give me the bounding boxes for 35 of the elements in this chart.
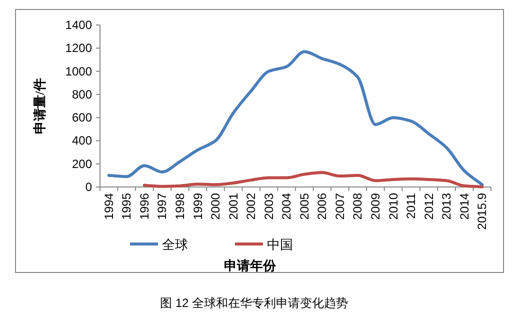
y-tick-label: 1000: [65, 64, 92, 78]
x-tick-label: 2015.9: [475, 192, 490, 230]
y-tick-label: 200: [72, 156, 92, 171]
x-tick-label: 2005: [297, 192, 312, 220]
y-tick-label: 600: [72, 110, 92, 125]
legend-label: 全球: [162, 237, 188, 252]
x-tick-label: 2012: [422, 192, 436, 220]
x-tick-label: 2006: [315, 192, 330, 220]
x-tick-label: 1995: [120, 192, 134, 220]
x-tick-label: 1998: [172, 192, 187, 220]
x-tick-label: 2004: [280, 192, 294, 220]
x-tick-label: 1999: [190, 192, 205, 220]
y-axis-title: 申请量/件: [32, 78, 47, 134]
x-tick-label: 2000: [208, 192, 223, 220]
y-tick-label: 400: [72, 134, 92, 148]
x-tick-label: 1994: [102, 192, 116, 220]
x-tick-label: 2007: [332, 192, 347, 220]
x-tick-label: 2002: [244, 192, 258, 220]
legend-label: 中国: [267, 237, 293, 252]
x-tick-label: 2003: [262, 192, 276, 220]
x-tick-label: 2013: [440, 192, 454, 220]
y-tick-label: 800: [72, 87, 92, 102]
x-tick-label: 2001: [226, 192, 240, 220]
x-tick-label: 1996: [137, 192, 152, 220]
x-tick-label: 2011: [404, 192, 418, 219]
x-tick-label: 2010: [386, 192, 400, 220]
y-tick-label: 0: [85, 180, 92, 194]
text: 图 12 全球和在华专利申请变化趋势: [160, 296, 348, 310]
x-tick-label: 2014: [457, 192, 472, 220]
y-tick-label: 1200: [65, 41, 92, 56]
x-tick-label: 2008: [350, 192, 365, 220]
x-tick-label: 1997: [155, 192, 170, 220]
x-axis-title: 申请年份: [224, 258, 277, 273]
y-tick-label: 1400: [65, 18, 92, 32]
x-tick-label: 2009: [368, 192, 382, 220]
